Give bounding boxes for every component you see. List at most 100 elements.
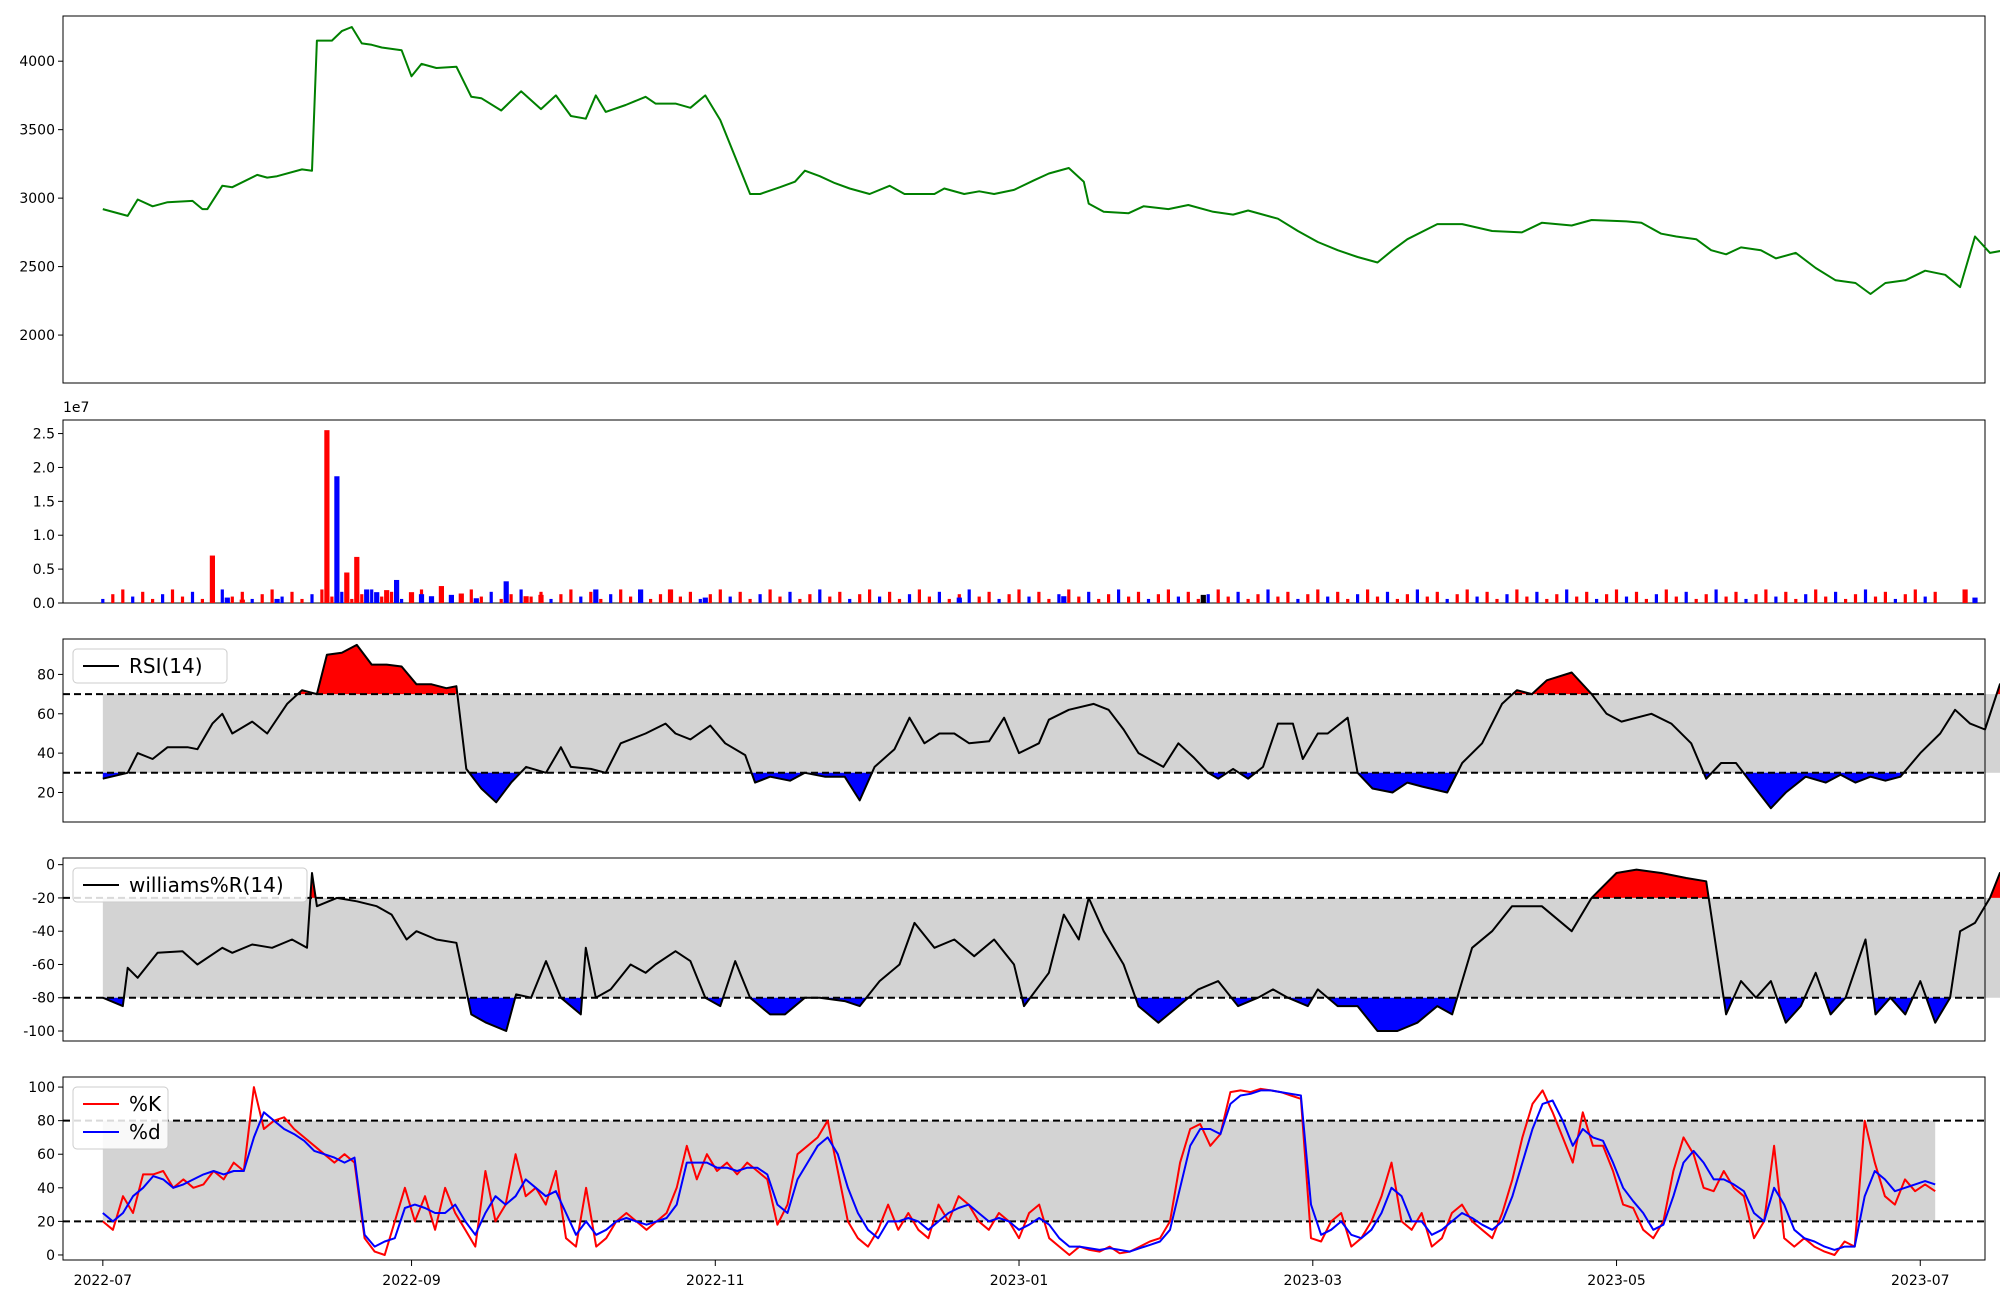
volume-bar (438, 586, 444, 603)
volume-bar (1395, 598, 1399, 603)
volume-bar (858, 594, 862, 603)
price-line (102, 26, 2000, 295)
stochastic-series-k (102, 1086, 1936, 1256)
volume-bar (1415, 589, 1419, 603)
volume-bar (987, 591, 991, 603)
stochastic-frame (62, 1076, 1986, 1261)
price-ytick-label: 3500 (19, 123, 55, 139)
volume-bar (1834, 591, 1838, 603)
rsi-overbought-fill (316, 644, 458, 695)
volume-bar (1764, 589, 1768, 603)
volume-bar (878, 596, 882, 603)
volume-bar (1704, 594, 1708, 603)
price-ytick-label: 2000 (19, 328, 55, 344)
volume-bar (220, 589, 224, 603)
volume-bar (250, 598, 254, 603)
volume-bar (489, 591, 493, 603)
rsi-oversold-fill (1208, 772, 1228, 779)
volume-bar (529, 596, 533, 603)
stochastic-ytick-label: 0 (46, 1248, 55, 1264)
volume-bar (1893, 598, 1897, 603)
x-tick-label: 2022-07 (74, 1273, 133, 1289)
volume-panel: 0.0 0.5 1.0 1.5 2.0 2.5 (33, 419, 1986, 612)
volume-bar (1306, 594, 1310, 603)
volume-bar (1923, 596, 1927, 603)
volume-bar (1774, 596, 1778, 603)
volume-bar (888, 591, 892, 603)
volume-bar (1525, 596, 1529, 603)
volume-bar (1200, 594, 1206, 603)
rsi-frame (62, 638, 1986, 823)
volume-bar (1146, 598, 1151, 603)
stochastic-panel: 0 20 40 60 80 100 %K %d (28, 1076, 1986, 1264)
volume-bar (1017, 589, 1021, 603)
volume-bar (1047, 598, 1051, 603)
volume-bar (808, 594, 812, 603)
volume-bar (1724, 596, 1728, 603)
williams-line (102, 868, 2000, 1032)
volume-bar (1824, 596, 1828, 603)
volume-bar (121, 589, 125, 603)
williams-ytick-label: 0 (46, 858, 55, 874)
volume-bar (334, 476, 340, 603)
williams-oversold-fill (1890, 997, 1913, 1015)
williams-frame (62, 857, 1986, 1042)
volume-bar (519, 589, 523, 603)
volume-bar (1475, 596, 1479, 603)
volume-bar (479, 596, 483, 603)
volume-bar (1624, 596, 1629, 603)
rsi-oversold-fill (469, 772, 521, 803)
volume-bar (390, 591, 394, 603)
volume-bar (609, 594, 613, 603)
rsi-oversold-fill (804, 772, 872, 801)
volume-bar (400, 598, 404, 603)
volume-bar (1236, 591, 1240, 603)
volume-bar (828, 596, 832, 603)
stochastic-ytick-label: 40 (37, 1181, 55, 1197)
stochastic-ytick-label: 80 (37, 1114, 55, 1130)
volume-bar (658, 594, 663, 603)
x-tick-label: 2022-11 (686, 1273, 745, 1289)
volume-bar (947, 598, 951, 603)
volume-bar (838, 591, 842, 603)
volume-bar (330, 596, 334, 603)
volume-bar (748, 598, 752, 603)
volume-bar (678, 596, 682, 603)
volume-bar (937, 591, 941, 603)
stochastic-ytick-label: 60 (37, 1147, 55, 1163)
williams-ytick-label: -20 (32, 891, 55, 907)
volume-bar (360, 594, 364, 603)
volume-bar (1316, 589, 1320, 603)
volume-bar (1385, 591, 1390, 603)
volume-ytick-label: 2.0 (33, 460, 55, 476)
williams-oversold-fill (1327, 997, 1458, 1031)
volume-bar (738, 591, 742, 603)
volume-bar (1585, 591, 1589, 603)
volume-bar (320, 589, 324, 603)
volume-bar (848, 598, 852, 603)
volume-bar (1445, 598, 1449, 603)
volume-bar (868, 589, 872, 603)
volume-bar (702, 597, 708, 603)
volume-bar (101, 598, 105, 603)
date-axis: 2022-07 2022-09 2022-11 2023-01 2023-03 2023-… (74, 1260, 1950, 1289)
volume-bar (1863, 589, 1868, 603)
volume-bar (469, 589, 473, 603)
volume-bar (290, 591, 294, 603)
williams-ytick-label: -40 (32, 924, 55, 940)
volume-ytick-label: 1.0 (33, 528, 55, 544)
volume-bar (1087, 591, 1091, 603)
volume-bar (200, 598, 204, 603)
volume-bar (1634, 591, 1639, 603)
volume-bar (324, 430, 330, 603)
volume-bar (1674, 596, 1678, 603)
volume-bar (354, 556, 360, 603)
volume-bar (538, 594, 544, 603)
stochastic-series-d (102, 1089, 1936, 1253)
price-panel: 2000 2500 3000 3500 4000 (19, 15, 2000, 384)
volume-bar (589, 591, 593, 603)
volume-bar (1097, 598, 1101, 603)
rsi-ytick-label: 40 (37, 746, 55, 762)
volume-bar (111, 594, 115, 603)
stochastic-legend-box (72, 1086, 169, 1150)
